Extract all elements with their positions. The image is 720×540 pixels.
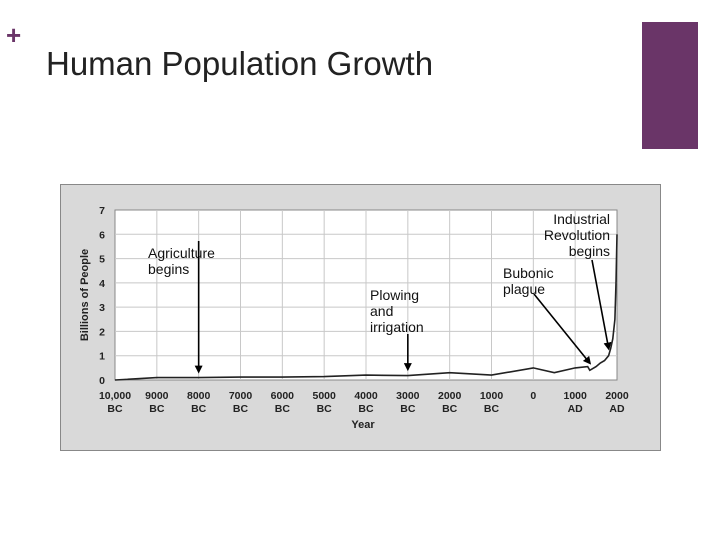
annotation-text: and <box>370 303 393 319</box>
x-tick-label-era: BC <box>317 403 333 415</box>
y-tick-label: 7 <box>99 205 105 217</box>
plus-symbol: + <box>6 20 22 50</box>
y-tick-label: 6 <box>99 229 105 241</box>
x-tick-label-era: BC <box>233 403 249 415</box>
annotation-text: Industrial <box>553 211 610 227</box>
population-chart: 10,000BC9000BC8000BC7000BC6000BC5000BC40… <box>60 184 661 451</box>
x-tick-label-era: AD <box>609 403 625 415</box>
x-tick-label: 10,000 <box>99 390 131 402</box>
x-tick-label: 1000 <box>563 390 587 402</box>
x-axis-label: Year <box>351 419 375 431</box>
x-tick-label: 6000 <box>271 390 295 402</box>
annotation-arrow <box>533 293 592 365</box>
y-axis-label: Billions of People <box>79 249 91 341</box>
x-tick-label-era: BC <box>191 403 207 415</box>
x-tick-label-era: BC <box>107 403 123 415</box>
x-tick-label: 2000 <box>605 390 629 402</box>
y-tick-label: 1 <box>99 351 105 363</box>
annotation-text: plague <box>503 281 545 297</box>
annotation-text: Bubonic <box>503 265 554 281</box>
x-tick-label: 9000 <box>145 390 169 402</box>
x-tick-label: 0 <box>530 390 536 402</box>
x-tick-label: 7000 <box>229 390 253 402</box>
annotation-text: Plowing <box>370 287 419 303</box>
x-tick-label: 1000 <box>480 390 504 402</box>
chart-container: 10,000 BC 9000 BC 8000 BC 7000 BC 6000 BC 5000 BC 40… <box>60 184 661 451</box>
x-tick-label-era: BC <box>442 403 458 415</box>
y-tick-label: 4 <box>99 278 105 290</box>
y-tick-label: 2 <box>99 326 105 338</box>
y-tick-label: 3 <box>99 302 105 314</box>
x-tick-label: 3000 <box>396 390 420 402</box>
annotation-arrow <box>591 259 612 351</box>
x-tick-label-era: AD <box>568 403 584 415</box>
x-tick-label: 2000 <box>438 390 462 402</box>
x-tick-label: 4000 <box>354 390 378 402</box>
y-tick-label: 5 <box>99 254 105 266</box>
annotation-text: Revolution <box>544 227 610 243</box>
x-tick-label: 8000 <box>187 390 211 402</box>
x-tick-label: 5000 <box>312 390 336 402</box>
x-tick-label-era: BC <box>149 403 165 415</box>
accent-bar <box>642 22 698 149</box>
slide-title: Human Population Growth <box>46 45 434 82</box>
y-tick-label: 0 <box>99 375 105 387</box>
x-tick-label-era: BC <box>400 403 416 415</box>
annotation-text: begins <box>148 261 189 277</box>
x-tick-label-era: BC <box>358 403 374 415</box>
annotation-text: irrigation <box>370 319 424 335</box>
annotation-text: Agriculture <box>148 245 215 261</box>
annotation-text: begins <box>569 243 610 259</box>
x-tick-label-era: BC <box>484 403 500 415</box>
x-tick-label-era: BC <box>275 403 291 415</box>
